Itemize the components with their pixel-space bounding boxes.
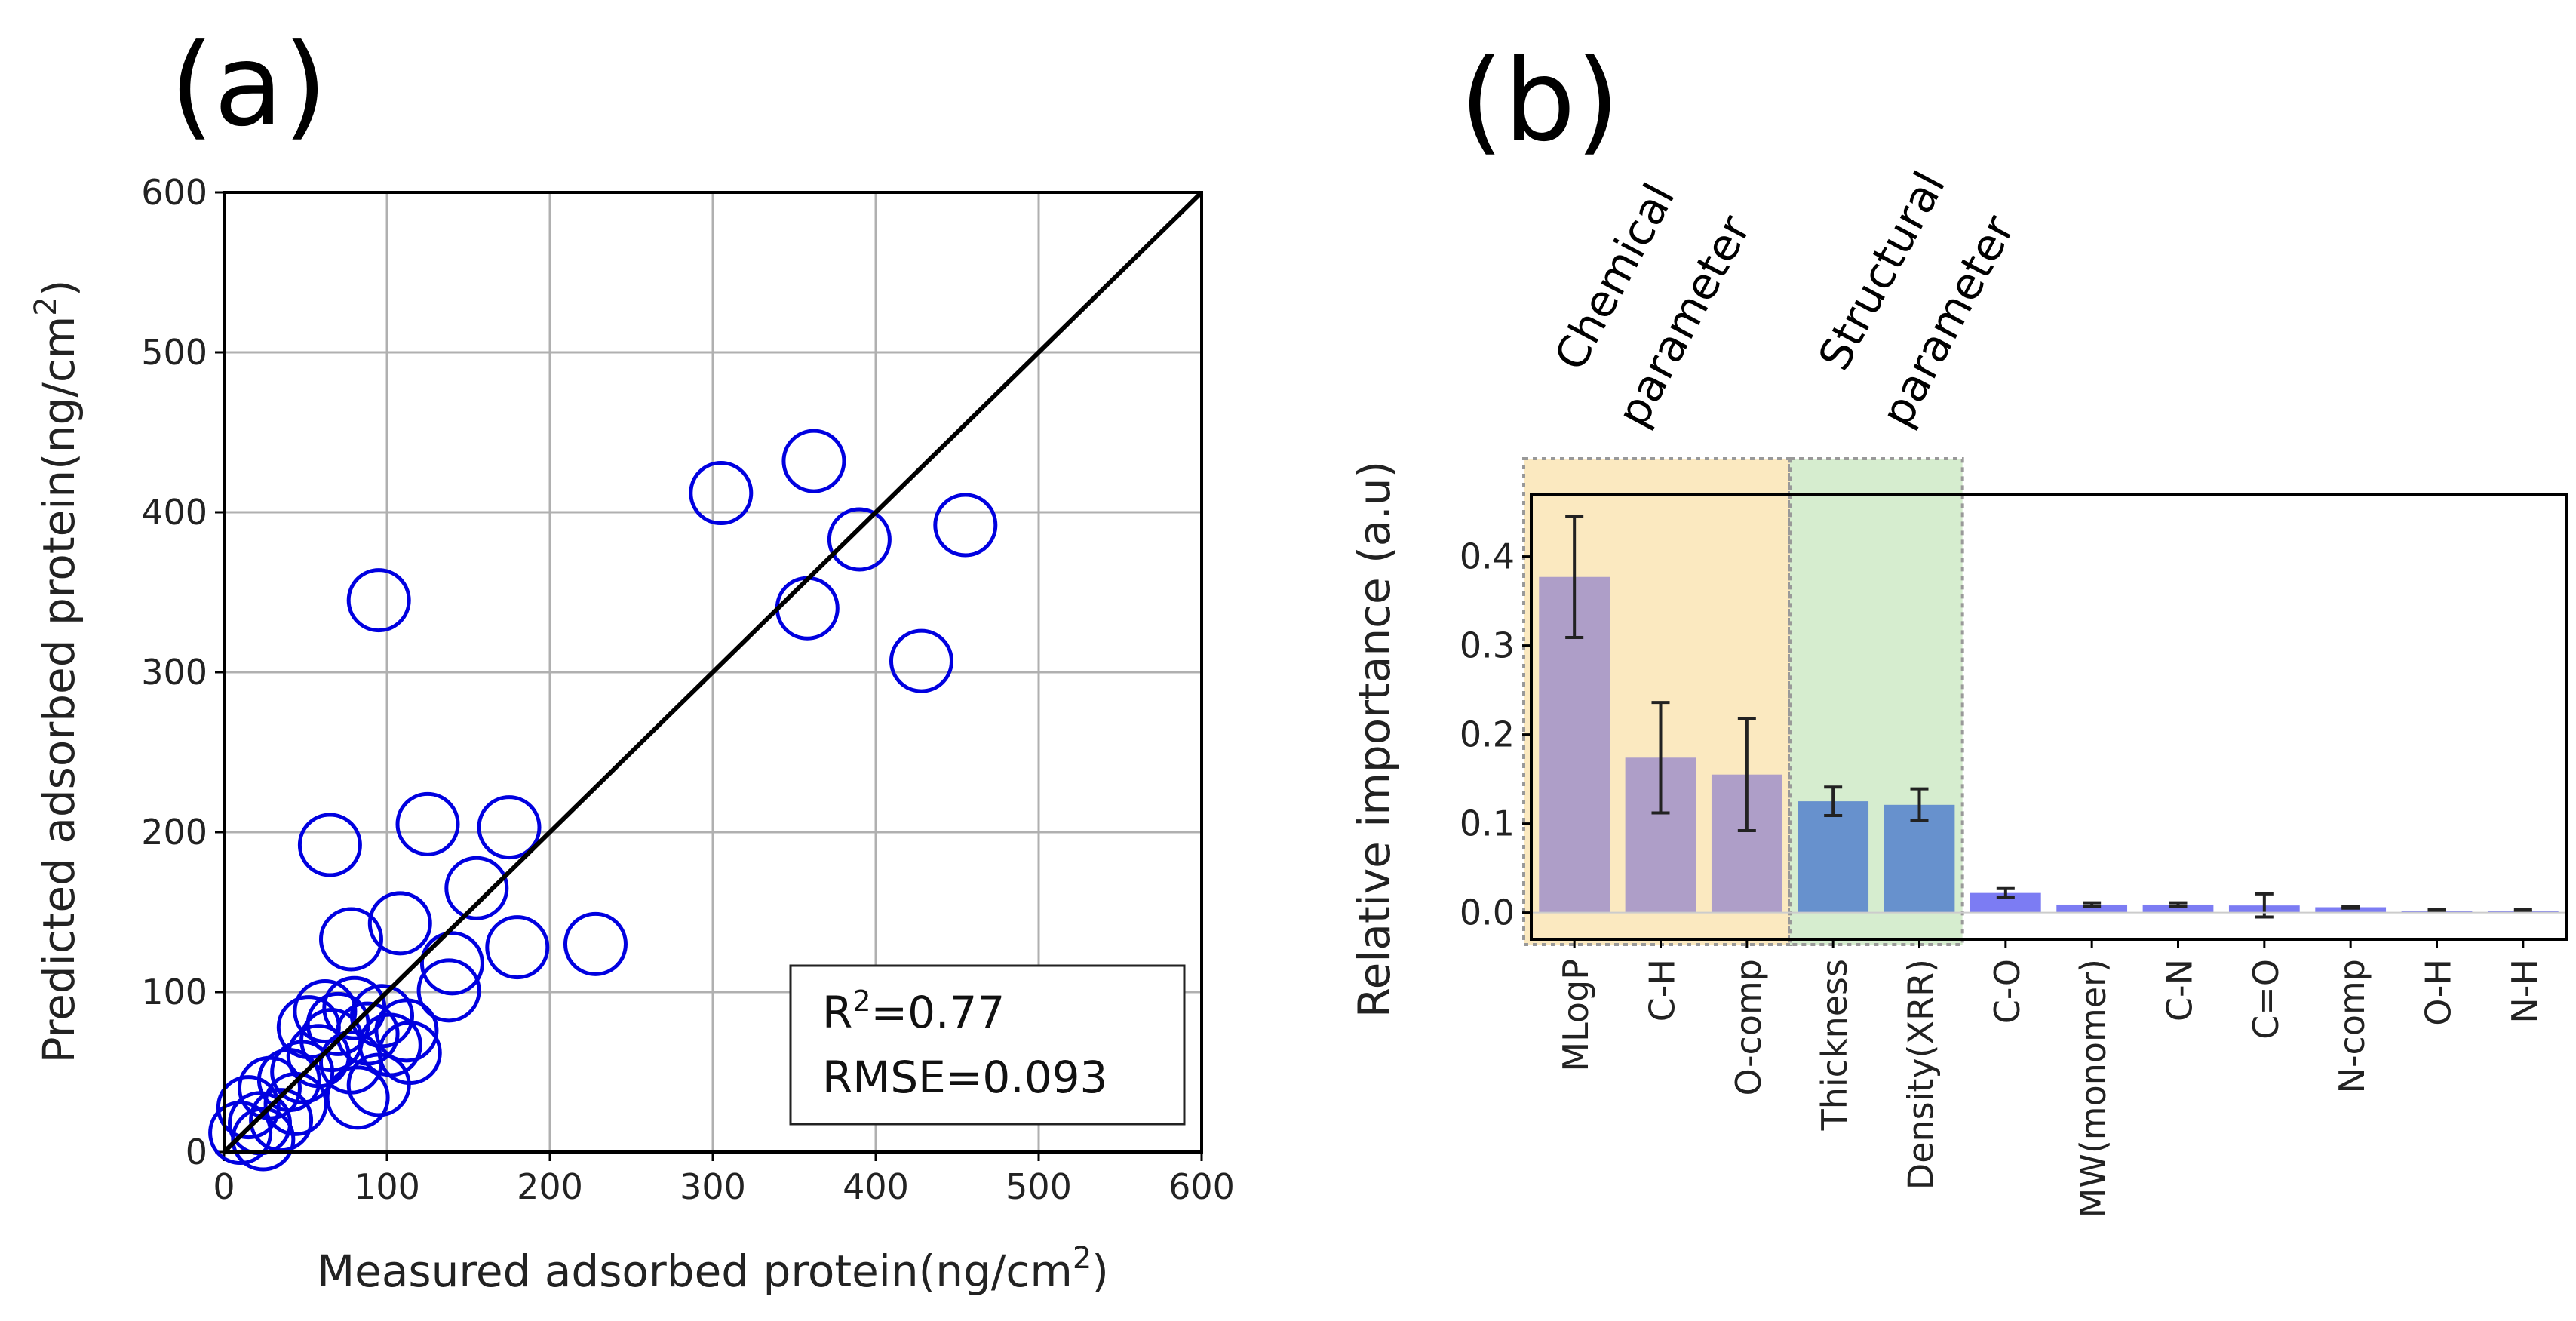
x-tick-label: Thickness: [1814, 959, 1855, 1131]
x-tick-label: 600: [1168, 1166, 1235, 1207]
identity-line: [222, 190, 1204, 1154]
bar: [2315, 907, 2387, 913]
scatter-point: [208, 1101, 273, 1166]
x-tick-label: C-H: [1642, 959, 1683, 1021]
scatter-point: [563, 911, 628, 976]
y-tick-label: 0: [186, 1132, 207, 1172]
scatter-point: [889, 628, 953, 693]
bar: [1798, 801, 1869, 913]
bar: [2056, 904, 2128, 913]
scatter-point: [689, 461, 754, 526]
y-tick-label: 0.3: [1460, 625, 1515, 666]
x-tick-label: 500: [1006, 1166, 1072, 1207]
x-tick-label: N-H: [2504, 959, 2545, 1024]
panel-a-label: (a): [170, 20, 327, 152]
scatter-point: [346, 568, 411, 633]
scatter-point: [775, 576, 840, 641]
r2-text: R2=0.77: [822, 985, 1005, 1038]
scatter-point: [416, 958, 481, 1023]
x-tick-label: 100: [354, 1166, 420, 1207]
y-tick-label: 300: [141, 652, 207, 693]
y-tick-label: 400: [141, 492, 207, 533]
panel-b: (b) 0.0 0.1 0.2 0.3 0.4 MLogP C-H O-comp Thickn…: [1349, 35, 2568, 1218]
y-tick-label: 600: [141, 172, 207, 213]
y-tick-label: 200: [141, 812, 207, 853]
x-tick-label: Density(XRR): [1901, 959, 1942, 1190]
y-tick-label: 0.4: [1460, 536, 1515, 577]
panel-a-x-ticks: 0 100 200 300 400 500 600: [213, 1152, 1235, 1207]
panel-a-plot-frame: [223, 191, 1203, 1154]
y-tick-label: 0.2: [1460, 714, 1515, 755]
scatter-point: [297, 813, 362, 877]
x-tick-label: C-N: [2160, 959, 2200, 1021]
panel-a-y-axis-label: Predicted adsorbed protein(ng/cm2): [29, 280, 84, 1064]
scatter-point: [367, 891, 432, 956]
y-tick-label: 0.0: [1460, 892, 1515, 933]
bar: [2142, 904, 2214, 913]
y-tick-label: 500: [141, 332, 207, 373]
scatter-point: [374, 998, 439, 1063]
panel-a-y-ticks: 0 100 200 300 400 500 600: [141, 172, 224, 1172]
scatter-point: [325, 1065, 390, 1130]
scatter-point: [216, 1075, 281, 1140]
x-tick-label: 300: [680, 1166, 746, 1207]
x-tick-label: MLogP: [1555, 959, 1596, 1072]
scatter-point: [485, 915, 550, 980]
x-tick-label: N-comp: [2332, 959, 2372, 1093]
scatter-point: [444, 856, 509, 920]
panel-a-points: [208, 429, 998, 1172]
x-tick-label: 200: [517, 1166, 583, 1207]
x-tick-label: O-comp: [1728, 959, 1769, 1096]
stats-box: R2=0.77 RMSE=0.093: [789, 964, 1186, 1126]
scatter-point: [286, 1024, 351, 1089]
panel-b-y-ticks: 0.0 0.1 0.2 0.3 0.4: [1460, 536, 1531, 933]
x-tick-label: 0: [213, 1166, 235, 1207]
scatter-point: [395, 791, 460, 856]
panel-a-x-axis-label: Measured adsorbed protein(ng/cm2): [317, 1241, 1109, 1297]
y-tick-label: 100: [141, 972, 207, 1012]
x-tick-label: C-O: [1987, 959, 2028, 1024]
panel-b-y-axis-label: Relative importance (a.u): [1349, 461, 1400, 1018]
scatter-point: [933, 493, 998, 558]
scatter-point: [346, 1052, 411, 1117]
x-tick-label: MW(monomer): [2073, 959, 2114, 1218]
scatter-point: [293, 978, 358, 1043]
scatter-point: [358, 1012, 422, 1077]
scatter-point: [231, 1107, 296, 1172]
scatter-point: [419, 931, 484, 996]
panel-a: (a) 0 100 200 300 400 500 600 0 100 200 300 400 500…: [29, 20, 1235, 1297]
scatter-point: [827, 507, 892, 572]
panel-b-x-tick-labels: MLogP C-H O-comp Thickness Density(XRR) C-O MW…: [1555, 939, 2545, 1218]
rmse-text: RMSE=0.093: [822, 1052, 1107, 1103]
bar: [1884, 804, 1955, 913]
scatter-point: [781, 429, 846, 493]
scatter-point: [270, 1040, 335, 1104]
x-tick-label: 400: [843, 1166, 909, 1207]
scatter-point: [318, 907, 383, 972]
y-tick-label: 0.1: [1460, 803, 1515, 844]
panel-b-plot-frame: [1530, 493, 2568, 941]
x-tick-label: O-H: [2418, 959, 2459, 1026]
panel-b-label: (b): [1460, 35, 1620, 167]
scatter-point: [477, 795, 542, 860]
panel-b-bars: [1539, 515, 2559, 919]
scatter-point: [249, 1088, 314, 1153]
x-tick-label: C=O: [2246, 959, 2286, 1040]
